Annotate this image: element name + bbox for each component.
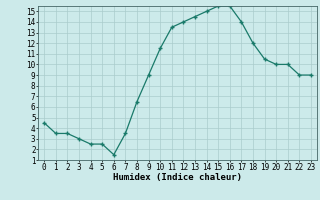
X-axis label: Humidex (Indice chaleur): Humidex (Indice chaleur): [113, 173, 242, 182]
